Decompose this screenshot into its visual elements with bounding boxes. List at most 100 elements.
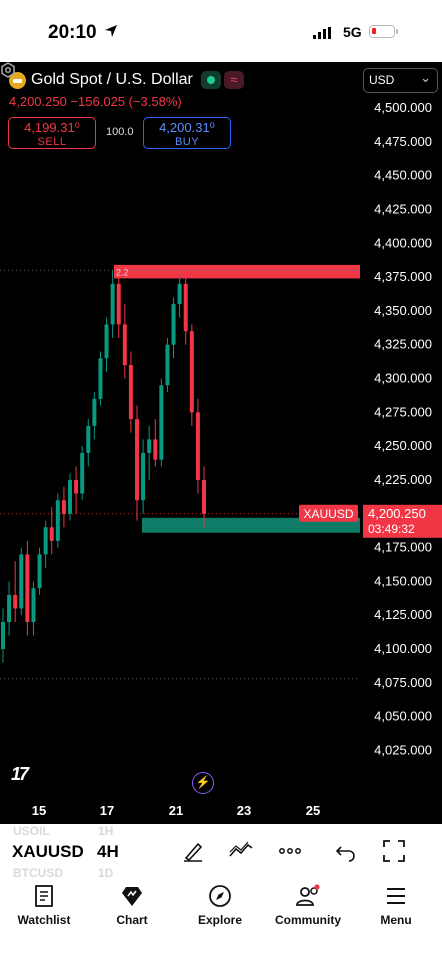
y-tick-label: 4,300.000	[374, 371, 432, 386]
status-bar: 20:10 5G	[0, 0, 442, 62]
candle-body	[202, 479, 206, 514]
wave-icon: ≈	[223, 71, 244, 89]
y-tick-label: 4,025.000	[374, 743, 432, 758]
symbol-selector[interactable]: XAUUSD	[12, 842, 84, 861]
y-tick-label: 4,275.000	[374, 404, 432, 419]
indicators-icon[interactable]	[228, 838, 254, 864]
menu-icon	[387, 888, 405, 904]
drawing-pen-icon[interactable]	[180, 838, 206, 864]
currency-select[interactable]: USD	[363, 66, 438, 93]
countdown-label: 03:49:32	[368, 522, 415, 536]
sell-price: 4,199.31⁰	[24, 120, 80, 135]
nav-community[interactable]: Community	[264, 880, 352, 927]
x-tick-label: 21	[169, 803, 183, 818]
candle-body	[122, 324, 127, 365]
zone-resistance	[114, 264, 360, 279]
candle-body	[31, 588, 36, 622]
candle-body	[43, 527, 48, 555]
symbol-header[interactable]: Gold Spot / U.S. Dollar ≈	[9, 70, 244, 90]
fullscreen-icon[interactable]	[381, 838, 407, 864]
last-price-badge	[363, 504, 442, 538]
candle-body	[1, 622, 5, 650]
location-arrow-icon	[105, 25, 117, 37]
more-icon[interactable]	[277, 838, 303, 864]
tradingview-logo: 17	[11, 764, 29, 784]
nav-label: Community	[275, 913, 341, 927]
candle-body	[165, 344, 170, 386]
nav-label: Explore	[197, 913, 242, 927]
y-tick-label: 4,450.000	[374, 168, 432, 183]
community-icon	[296, 884, 320, 906]
candle-body	[86, 425, 91, 453]
y-tick-label: 4,475.000	[374, 134, 432, 149]
candle-body	[49, 527, 54, 541]
nav-chart[interactable]: Chart	[88, 880, 176, 927]
x-tick-label: 23	[237, 803, 251, 818]
candle-body	[135, 419, 139, 501]
battery-icon	[369, 25, 398, 38]
undo-icon[interactable]	[333, 838, 359, 864]
candle-body	[98, 358, 103, 399]
candle-body	[25, 554, 30, 622]
watchlist-icon	[35, 885, 53, 907]
nav-explore[interactable]: Explore	[176, 880, 264, 927]
nav-label: Chart	[116, 913, 148, 927]
candle-body	[177, 283, 182, 305]
nav-label: Watchlist	[17, 913, 71, 927]
settings-icon[interactable]	[0, 62, 16, 78]
buy-label: BUY	[174, 136, 200, 148]
candle-body	[7, 594, 12, 622]
candle-body	[104, 324, 109, 359]
sell-button[interactable]: 4,199.31⁰ SELL	[8, 117, 96, 149]
bottom-nav: Watchlist Chart Explore Community Menu	[0, 880, 442, 960]
ticker-tag	[299, 504, 358, 522]
candle-body	[74, 479, 79, 494]
candle-body	[183, 283, 188, 332]
chart-icon	[122, 887, 142, 906]
ghost-timeframe: 1H	[98, 824, 114, 838]
quote-line: 4,200.250 −156.025 (−3.58%)	[9, 94, 182, 109]
buy-button[interactable]: 4,200.31⁰ BUY	[143, 117, 231, 149]
candle-body	[116, 283, 121, 325]
y-tick-label: 4,175.000	[374, 540, 432, 555]
price-chart[interactable]: 2.2 4,500.000 4,475.000 4,450.000 4,425.000 4…	[0, 62, 442, 824]
y-tick-label: 4,400.000	[374, 235, 432, 250]
sell-label: SELL	[37, 136, 67, 148]
y-tick-label: 4,225.000	[374, 472, 432, 487]
nav-watchlist[interactable]: Watchlist	[0, 880, 88, 927]
nav-menu[interactable]: Menu	[352, 880, 440, 927]
candle-body	[19, 554, 24, 609]
candle-body	[128, 365, 133, 420]
y-tick-label: 4,100.000	[374, 641, 432, 656]
candle-body	[80, 452, 85, 494]
candle-body	[159, 385, 164, 460]
candle-body	[92, 398, 97, 426]
nav-label: Menu	[380, 913, 412, 927]
compass-icon	[209, 885, 231, 907]
status-time: 20:10	[48, 22, 97, 43]
timeframe-selector[interactable]: 4H	[97, 842, 119, 861]
candle-body	[110, 283, 115, 325]
chart-toolbar: USOIL 1H BTCUSD 1D XAUUSD 4H	[0, 824, 442, 880]
y-tick-label: 4,425.000	[374, 201, 432, 216]
zone-annotation: 2.2	[116, 268, 129, 278]
y-tick-label: 4,350.000	[374, 303, 432, 318]
y-tick-label: 4,150.000	[374, 573, 432, 588]
x-tick-label: 25	[306, 803, 320, 818]
y-tick-label: 4,250.000	[374, 438, 432, 453]
candle-body	[61, 500, 66, 514]
y-tick-label: 4,325.000	[374, 337, 432, 352]
candle-body	[55, 500, 60, 541]
x-tick-label: 15	[32, 803, 46, 818]
bolt-icon[interactable]: ⚡	[192, 772, 214, 794]
ghost-symbol: USOIL	[13, 824, 50, 838]
y-tick-label: 4,050.000	[374, 709, 432, 724]
chart-area[interactable]: 2.2 4,500.000 4,475.000 4,450.000 4,425.000 4…	[0, 62, 442, 824]
candle-body	[37, 554, 42, 589]
y-tick-label: 4,125.000	[374, 607, 432, 622]
last-price-label: 4,200.250	[368, 506, 426, 521]
candle-body	[141, 452, 146, 501]
candle-body	[189, 331, 194, 413]
candle-body	[153, 439, 158, 460]
candle-body	[13, 594, 18, 609]
